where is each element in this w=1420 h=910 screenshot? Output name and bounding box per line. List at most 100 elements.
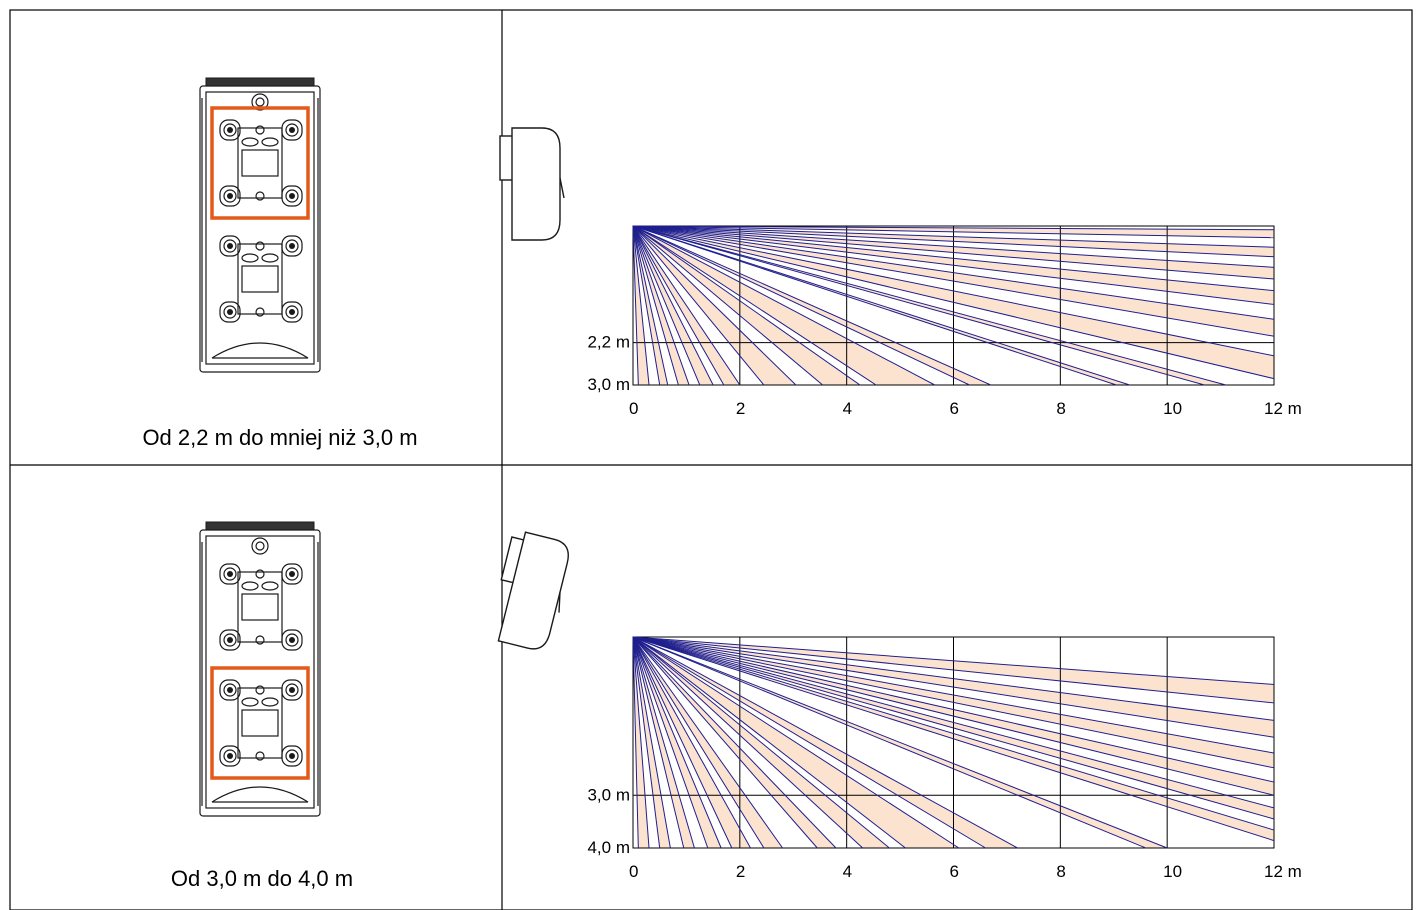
x-tick-label: 0 (629, 399, 638, 418)
detection-beam (632, 636, 1146, 849)
x-tick-label: 6 (950, 399, 959, 418)
detection-beam (632, 636, 661, 849)
detection-beam (632, 636, 1168, 849)
detection-beam (632, 636, 650, 849)
detection-beam (632, 636, 1018, 849)
detection-beam (632, 636, 1275, 685)
mount-screw-hole (227, 243, 233, 249)
detection-beam (632, 225, 936, 386)
plate-bottom-arc (211, 342, 309, 359)
detection-beam (632, 225, 823, 386)
detection-beam (632, 225, 1275, 292)
mount-screw-ring (285, 633, 299, 647)
detection-beam (632, 225, 1275, 268)
x-tick-label: 8 (1056, 399, 1065, 418)
mount-screw-pad (281, 745, 303, 767)
lower-mount (219, 679, 303, 767)
detection-beam (632, 225, 669, 386)
pir-detector-back-plate-icon (199, 521, 321, 817)
side-housing (497, 531, 569, 650)
mount-center-hole (255, 125, 265, 135)
mount-screw-hole (227, 309, 233, 315)
table-border (9, 9, 1413, 910)
bracket-highlight-box (210, 666, 310, 780)
mount-center-hole (255, 635, 265, 645)
mount-slot (241, 581, 259, 591)
pir-detector-side-view-icon (499, 127, 565, 241)
mount-screw-pad (219, 119, 241, 141)
plate-knob (251, 537, 269, 555)
mount-screw-ring (223, 189, 237, 203)
mount-screw-ring (223, 633, 237, 647)
mount-center-hole (255, 751, 265, 761)
mount-screw-ring (223, 123, 237, 137)
mount-screw-ring (285, 683, 299, 697)
mount-screw-hole (227, 687, 233, 693)
mount-screw-hole (289, 753, 295, 759)
y-tick-labels: 3,0 m 4,0 m (587, 785, 630, 857)
detection-beam (632, 636, 1275, 831)
mount-screw-ring (285, 189, 299, 203)
detection-beam (632, 225, 639, 386)
mount-screw-pad (281, 119, 303, 141)
x-tick-label: 2 (736, 399, 745, 418)
mount-screw-pad (219, 679, 241, 701)
mount-screw-hole (289, 127, 295, 133)
x-tick-label: 12 m (1264, 862, 1302, 881)
mount-frame (237, 127, 283, 199)
detection-beam (632, 225, 690, 386)
mount-slot (241, 137, 259, 147)
plate-body (199, 85, 321, 373)
mount-screw-ring (285, 749, 299, 763)
mount-screw-pad (219, 301, 241, 323)
detection-beam (632, 225, 650, 386)
detection-beam (632, 225, 1275, 248)
mount-window (241, 709, 279, 737)
detection-beam (632, 636, 1275, 721)
mount-screw-pad (219, 185, 241, 207)
mount-screw-pad (281, 301, 303, 323)
mount-screw-pad (281, 563, 303, 585)
mount-screw-hole (289, 687, 295, 693)
mount-screw-pad (281, 235, 303, 257)
mount-center-hole (255, 569, 265, 579)
detection-beams (632, 636, 1275, 849)
detection-beam (632, 225, 1275, 258)
detection-beam (632, 225, 701, 386)
plate-knob-center (255, 97, 265, 107)
plate-inner (205, 535, 315, 809)
mount-window (241, 593, 279, 621)
mount-screw-hole (227, 193, 233, 199)
detection-beam (632, 636, 1275, 842)
mount-screw-pad (219, 563, 241, 585)
mount-screw-hole (289, 193, 295, 199)
detection-beam (632, 636, 1275, 769)
mount-screw-ring (285, 567, 299, 581)
detection-beam (632, 225, 661, 386)
detection-beam (632, 636, 695, 849)
row-2-caption: Od 3,0 m do 4,0 m (171, 866, 353, 891)
mount-slot (261, 581, 279, 591)
mount-slot (261, 697, 279, 707)
side-housing (511, 127, 561, 241)
bracket-highlight-box (210, 106, 310, 220)
mount-frame (237, 687, 283, 759)
detection-beam (632, 636, 685, 849)
detection-beam (632, 636, 890, 849)
mount-screw-ring (223, 239, 237, 253)
detection-beam (632, 225, 1275, 231)
mount-center-hole (255, 241, 265, 251)
row-2: 0 2 4 6 8 10 12 m 3,0 m 4,0 m Od 3,0 m do 4,0 m (171, 521, 1302, 891)
plate-knob-center (255, 541, 265, 551)
mount-screw-hole (227, 753, 233, 759)
detection-beam (632, 636, 722, 849)
detection-beam (632, 636, 864, 849)
mount-screw-pad (281, 629, 303, 651)
upper-mount (219, 119, 303, 207)
detection-beam (632, 225, 1275, 280)
detection-beam (632, 636, 986, 849)
detection-beam (632, 636, 709, 849)
detection-beam (632, 225, 1275, 357)
mount-screw-ring (285, 239, 299, 253)
